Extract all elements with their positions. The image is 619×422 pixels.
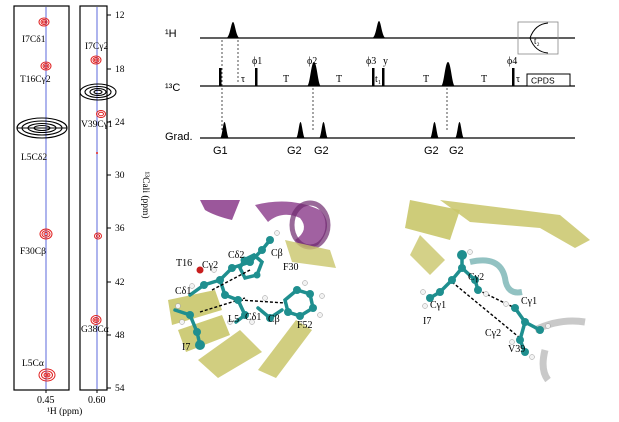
phase-1: ϕ1 xyxy=(252,56,262,67)
peak-label-i7cg2: I7Cγ2 xyxy=(85,42,108,52)
x-axis-label: ¹H (ppm) xyxy=(47,406,82,417)
struct-left-f52: F52 xyxy=(297,320,313,331)
delay-tau-2: τ xyxy=(516,74,520,85)
spectrum-panel-b xyxy=(79,5,108,391)
grad-label-g2-3: G2 xyxy=(424,145,439,157)
phase-y: y xyxy=(383,56,388,67)
grad-label-g2-1: G2 xyxy=(287,145,302,157)
peak-label-l5ca: L5Cα xyxy=(22,359,44,369)
delay-T-1: T xyxy=(283,74,289,85)
y-tick-18: 18 xyxy=(115,65,125,75)
y-tick-54: 54 xyxy=(115,384,125,394)
grad-label-g1: G1 xyxy=(213,145,228,157)
y-tick-30: 30 xyxy=(115,171,125,181)
struct-left-i7: I7 xyxy=(182,342,190,353)
peak-t16cg2 xyxy=(40,61,52,71)
cpds-label: CPDS xyxy=(531,76,555,86)
delay-t1: t₁ xyxy=(375,74,381,85)
struct-right-cg1-a: Cγ1 xyxy=(430,300,446,311)
struct-left-l5: L5 xyxy=(228,314,239,325)
pulse-sequence: ¹H ¹³C Grad. t₂ CPDS ϕ1 ϕ2 ϕ3 y ϕ4 τ T T… xyxy=(165,21,575,157)
peak-label-f30cb: F30Cβ xyxy=(20,247,46,257)
delay-T-4: T xyxy=(481,74,487,85)
channel-label-grad: Grad. xyxy=(165,131,193,143)
delay-tau-1: τ xyxy=(241,74,245,85)
struct-right-i7: I7 xyxy=(423,316,431,327)
delay-T-2: T xyxy=(336,74,342,85)
struct-left-cb: Cβ xyxy=(271,248,283,259)
structure-right: Cγ2 Cγ1 Cγ1 Cγ2 I7 V39 xyxy=(405,200,590,383)
peak-l5ca xyxy=(38,368,56,382)
struct-left-cg2: Cγ2 xyxy=(202,260,218,271)
peak-l5cd2 xyxy=(16,117,68,139)
x-tick-a: 0.45 xyxy=(37,395,55,406)
peak-small-b2 xyxy=(94,232,102,240)
struct-right-cg2-b: Cγ2 xyxy=(485,328,501,339)
phase-2: ϕ2 xyxy=(307,56,317,67)
peak-i7cd1 xyxy=(38,17,50,27)
y-tick-48: 48 xyxy=(115,331,125,341)
peak-g38ca xyxy=(90,315,102,325)
grad-label-g2-4: G2 xyxy=(449,145,464,157)
y-axis-label: ¹³Cali (ppm) xyxy=(140,171,151,218)
peak-label-i7cd1: I7Cδ1 xyxy=(22,35,46,45)
y-tick-12: 12 xyxy=(115,11,125,21)
struct-left-cd2: Cδ2 xyxy=(228,250,244,261)
struct-left-cd1-a: Cδ1 xyxy=(175,286,191,297)
peak-i7cg2 xyxy=(90,55,102,65)
peak-label-t16cg2: T16Cγ2 xyxy=(20,75,51,85)
channel-label-1h: ¹H xyxy=(165,28,177,40)
y-axis xyxy=(107,14,111,389)
peak-v39cg1 xyxy=(96,110,106,118)
struct-left-t16: T16 xyxy=(176,258,192,269)
peak-black-b xyxy=(79,83,117,101)
structure-left: T16 Cγ2 Cδ2 Cβ F30 Cδ1 L5 Cδ1 Cβ F52 I7 xyxy=(168,200,336,378)
x-tick-b: 0.60 xyxy=(88,395,106,406)
peak-small-b xyxy=(96,152,98,154)
y-tick-42: 42 xyxy=(115,278,125,288)
phase-4: ϕ4 xyxy=(507,56,517,67)
grad-label-g2-2: G2 xyxy=(314,145,329,157)
struct-right-cg1-b: Cγ1 xyxy=(521,296,537,307)
struct-left-cb-2: Cβ xyxy=(268,314,280,325)
spectrum-panel-a xyxy=(13,5,70,391)
channel-label-13c: ¹³C xyxy=(165,82,180,94)
y-tick-36: 36 xyxy=(115,224,125,234)
peak-label-g38ca: G38Cα xyxy=(81,325,109,335)
struct-right-v39: V39 xyxy=(508,344,525,355)
peak-f30cb xyxy=(39,228,53,240)
y-tick-24: 24 xyxy=(115,118,125,128)
struct-left-cd1-b: Cδ1 xyxy=(245,312,261,323)
struct-left-f30: F30 xyxy=(283,262,299,273)
delay-T-3: T xyxy=(423,74,429,85)
peak-label-v39cg1: V39Cγ1 xyxy=(81,120,113,130)
acq-label: t₂ xyxy=(534,36,540,46)
phase-3: ϕ3 xyxy=(366,56,376,67)
struct-right-cg2-a: Cγ2 xyxy=(468,272,484,283)
peak-label-l5cd2: L5Cδ2 xyxy=(21,153,47,163)
